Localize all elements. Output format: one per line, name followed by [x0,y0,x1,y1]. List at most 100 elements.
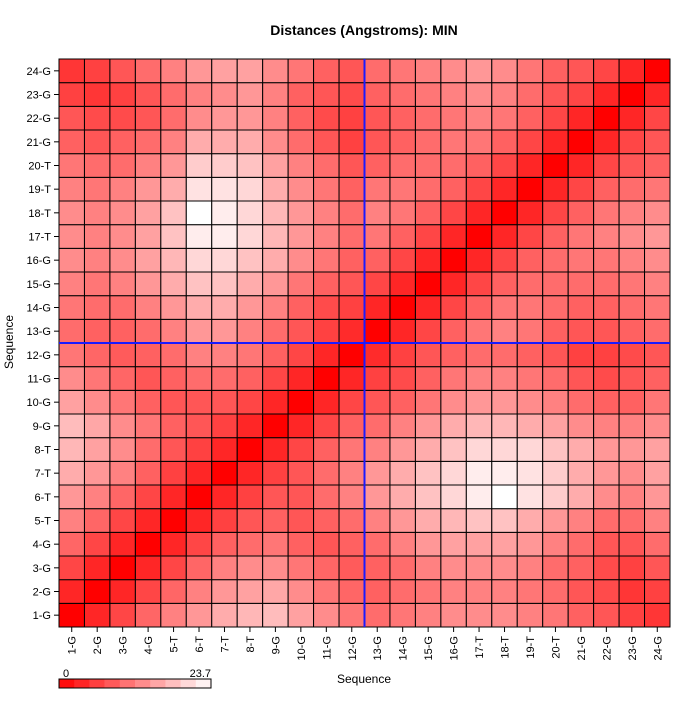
heatmap-cell [185,224,213,249]
heatmap-cell [287,508,315,533]
heatmap-cell [644,105,671,131]
heatmap-cell [160,508,187,533]
heatmap-cell [58,531,85,557]
heatmap-cell [83,247,111,273]
heatmap-cell [287,413,315,439]
heatmap-cell [364,555,391,581]
heatmap-cell [440,153,467,178]
heatmap-cell [236,508,264,533]
x-tick-label: 17-T [474,636,486,659]
x-tick-label: 2-G [92,636,104,654]
heatmap-cell [414,555,442,581]
heatmap-cell [83,82,111,107]
heatmap-cell [262,247,289,273]
legend-swatch [165,679,181,688]
heatmap-cell [440,58,467,84]
heatmap-cell [644,389,671,415]
heatmap-cell [83,508,111,533]
heatmap-cell [211,366,238,391]
heatmap-cell [185,555,213,581]
y-tick-label: 15-G [27,279,51,291]
heatmap-cell [287,247,315,273]
heatmap-cell [389,437,416,462]
heatmap-cell [389,271,416,297]
heatmap-cell [491,82,518,107]
heatmap-cell [236,247,264,273]
heatmap-cell [542,366,569,391]
heatmap-cell [389,413,416,439]
heatmap-cell [236,129,264,155]
heatmap-cell [414,295,442,320]
heatmap-cell [211,460,238,486]
heatmap-cell [414,318,442,344]
x-tick-label: 3-G [118,636,130,654]
heatmap-cell [185,271,213,297]
heatmap-cell [491,389,518,415]
y-tick-label: 19-T [28,184,51,196]
heatmap-cell [58,58,85,84]
heatmap-cell [236,366,264,391]
y-tick-label: 1-G [33,610,51,622]
heatmap-cell [440,460,467,486]
heatmap-cell [262,318,289,344]
heatmap-cell [262,531,289,557]
heatmap-cell [262,579,289,604]
heatmap-cell [134,129,162,155]
heatmap-cell [516,105,544,131]
heatmap-cell [109,602,136,628]
heatmap-cell [313,58,340,84]
heatmap-cell [593,460,620,486]
legend-swatch [150,679,166,688]
heatmap-cell [160,82,187,107]
legend-swatch [74,679,90,688]
heatmap-cell [134,295,162,320]
heatmap-cell [236,602,264,628]
heatmap-cell [491,58,518,84]
heatmap-cell [262,437,289,462]
heatmap-cell [440,389,467,415]
heatmap-cell [185,247,213,273]
heatmap-cell [644,579,671,604]
heatmap-cell [313,366,340,391]
heatmap-cell [185,460,213,486]
heatmap-cell [83,129,111,155]
heatmap-cell [287,271,315,297]
heatmap-cell [134,247,162,273]
heatmap-cell [618,153,646,178]
y-tick-label: 8-T [35,445,52,457]
heatmap-cell [83,271,111,297]
heatmap-cell [134,389,162,415]
heatmap-cell [58,200,85,226]
heatmap-cell [58,508,85,533]
heatmap-cell [414,413,442,439]
heatmap-cell [440,200,467,226]
x-tick-label: 6-T [194,636,206,653]
heatmap-cell [414,176,442,202]
heatmap-cell [644,153,671,178]
x-tick-label: 7-T [220,636,232,653]
heatmap-cell [58,555,85,581]
heatmap-cell [338,413,366,439]
heatmap-cell [211,437,238,462]
heatmap-cell [58,247,85,273]
heatmap-cell [287,460,315,486]
heatmap-cell [338,366,366,391]
heatmap-cell [211,531,238,557]
heatmap-cell [618,389,646,415]
heatmap-cell [160,200,187,226]
heatmap-cell [491,484,518,510]
heatmap-cell [440,224,467,249]
heatmap-cell [211,153,238,178]
chart-title: Distances (Angstroms): MIN [270,22,457,38]
heatmap-cell [236,555,264,581]
heatmap-cell [593,484,620,510]
legend-swatch [119,679,136,688]
heatmap-cell [83,484,111,510]
y-tick-label: 21-G [27,137,51,149]
heatmap-cell [58,602,85,628]
heatmap-cell [134,82,162,107]
heatmap-cell [593,82,620,107]
heatmap-cell [593,176,620,202]
heatmap-cell [542,460,569,486]
y-tick-label: 20-T [28,161,51,173]
